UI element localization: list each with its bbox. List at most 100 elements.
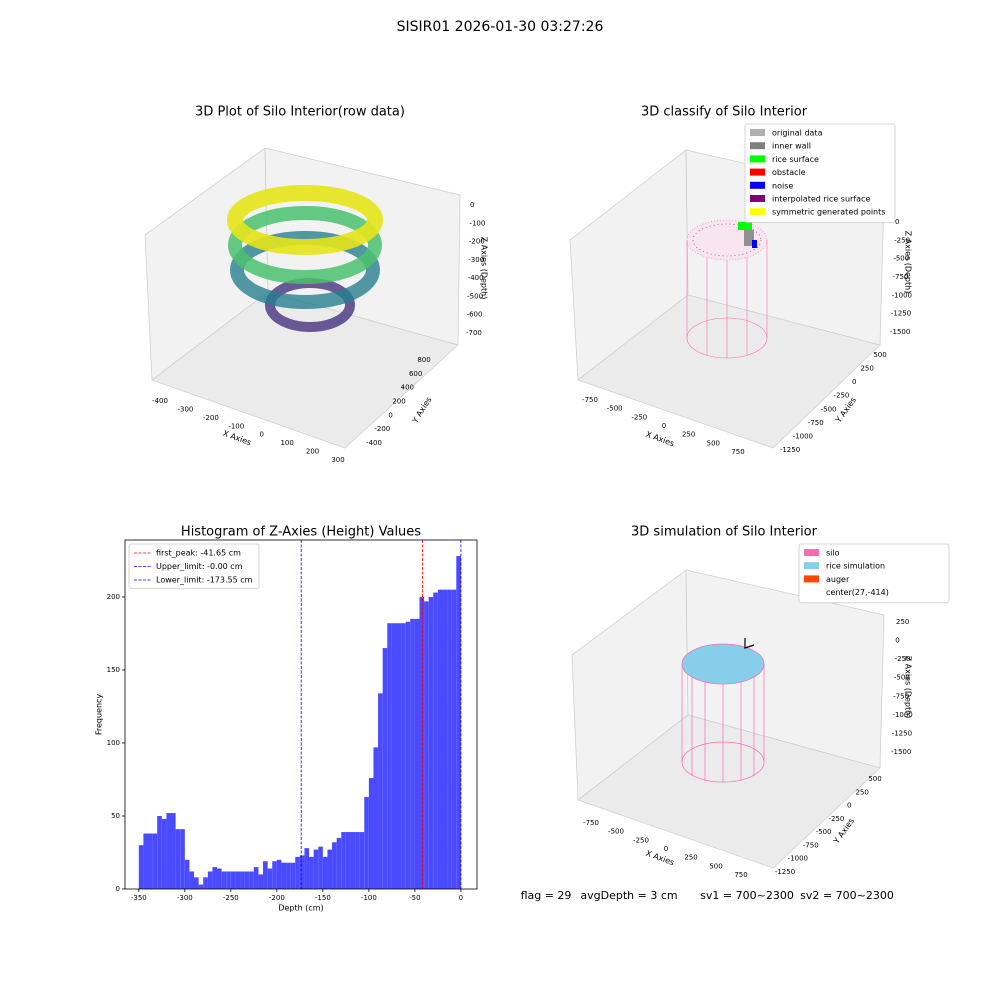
y-tick-label: 0 <box>388 411 392 419</box>
y-tick-label: -500 <box>816 828 832 836</box>
bar <box>290 862 296 889</box>
y-tick-label: 500 <box>868 775 881 783</box>
bar <box>138 845 144 889</box>
bar <box>313 849 319 889</box>
z-tick-label: -1500 <box>891 748 911 756</box>
bar <box>309 856 314 889</box>
bar <box>405 621 411 889</box>
x-tick-label: 750 <box>731 448 744 456</box>
bar <box>396 623 402 889</box>
bar <box>207 871 213 889</box>
legend-swatch <box>804 562 819 570</box>
y-axis-label: Y Axies <box>410 395 434 425</box>
z-tick-label: -600 <box>467 311 483 319</box>
x-tick-label: 0 <box>662 422 666 430</box>
x-tick-label: -200 <box>269 894 285 902</box>
x-tick-label: -100 <box>361 894 377 902</box>
legend-label: center(27,-414) <box>826 588 889 597</box>
bar <box>456 556 461 889</box>
point-cloud <box>227 185 383 332</box>
legend-label: symmetric generated points <box>772 208 885 217</box>
legend-swatch <box>804 575 819 583</box>
y-tick-label: 250 <box>855 788 868 796</box>
z-tick-label: -500 <box>893 255 909 263</box>
x-axis-label: X Axies <box>645 430 676 449</box>
y-tick-label: 250 <box>860 365 873 373</box>
x-tick-label: -400 <box>152 397 168 405</box>
legend-box <box>128 543 260 589</box>
legend-label: inner wall <box>772 142 811 151</box>
bar <box>410 618 415 889</box>
status-text: flag = 29 <box>521 889 572 902</box>
x-axis-label: X Axies <box>645 849 676 868</box>
bar <box>295 856 300 889</box>
y-tick-label: -1000 <box>788 855 808 863</box>
y-tick-label: -750 <box>808 419 824 427</box>
bar <box>318 846 323 889</box>
bar <box>253 867 259 889</box>
bar <box>378 693 383 889</box>
bar <box>359 832 365 889</box>
z-tick-label: 0 <box>470 201 474 209</box>
x-tick-label: -750 <box>583 819 599 827</box>
y-axis-label: Y Axies <box>833 396 858 426</box>
y-tick-label: 400 <box>401 384 414 392</box>
x-tick-label: -350 <box>131 894 147 902</box>
bar <box>322 856 328 889</box>
bar <box>180 829 185 889</box>
bar <box>391 623 397 889</box>
x-tick-label: -500 <box>607 405 623 413</box>
x-tick-label: -50 <box>409 894 420 902</box>
legend-swatch <box>750 208 765 216</box>
z-tick-label: -500 <box>467 292 483 300</box>
z-tick-label: -100 <box>469 219 485 227</box>
y-axis-label: Frequency <box>95 694 104 736</box>
x-tick-label: -750 <box>582 396 598 404</box>
bar <box>437 589 443 889</box>
legend-label: Lower_limit: -173.55 cm <box>156 576 253 585</box>
bar <box>387 623 392 889</box>
bar <box>249 871 254 889</box>
z-tick-label: -300 <box>468 256 484 264</box>
z-tick-label: -1000 <box>892 711 912 719</box>
bar <box>433 592 438 889</box>
x-axis-label: Depth (cm) <box>278 904 323 913</box>
z-axis-label: Z Axies (Depth) <box>904 656 913 719</box>
legend-swatch <box>804 549 819 556</box>
bar <box>171 813 176 889</box>
chart-title: Histogram of Z-Axies (Height) Values <box>181 525 421 540</box>
bar <box>451 589 457 889</box>
legend-swatch <box>750 142 765 150</box>
bar <box>198 884 204 889</box>
x-tick-label: -250 <box>223 894 239 902</box>
x-tick-label: 500 <box>709 862 722 870</box>
bar <box>341 832 346 889</box>
z-tick-label: 0 <box>895 218 899 226</box>
x-tick-label: 0 <box>459 894 463 902</box>
bar <box>203 877 208 889</box>
status-text: sv2 = 700~2300 <box>800 889 894 902</box>
bar <box>217 868 222 889</box>
bar <box>419 596 425 889</box>
x-tick-label: -100 <box>228 422 244 430</box>
bar <box>240 871 245 889</box>
bar <box>304 848 310 889</box>
bar <box>345 832 351 889</box>
bar <box>373 747 379 889</box>
x-tick-label: -250 <box>631 413 647 421</box>
y-tick-label: -400 <box>366 439 382 447</box>
status-text: avgDepth = 3 cm <box>580 889 677 902</box>
bar <box>221 871 227 889</box>
z-tick-label: -400 <box>468 274 484 282</box>
bar <box>286 862 291 889</box>
figure-title: SISIR01 2026-01-30 03:27:26 <box>397 19 604 35</box>
z-tick-label: -250 <box>895 655 911 663</box>
legend-label: rice surface <box>772 155 819 164</box>
y-tick-label: -200 <box>374 425 390 433</box>
silo-wireframe <box>686 219 768 359</box>
x-tick-label: 500 <box>707 439 720 447</box>
legend-label: original data <box>772 129 823 138</box>
bar <box>267 868 273 889</box>
bar <box>424 601 429 889</box>
z-axis-label: Z Axies (Depth) <box>904 231 913 294</box>
